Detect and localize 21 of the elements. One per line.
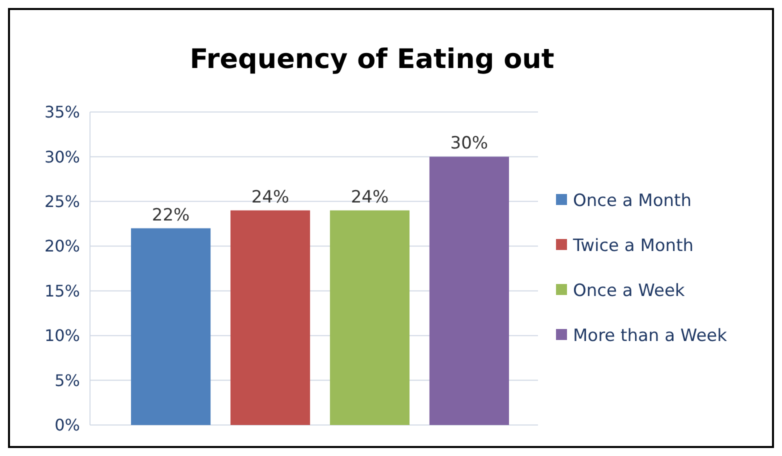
- legend-label: Once a Month: [573, 190, 692, 211]
- y-tick-label: 10%: [44, 326, 80, 346]
- y-tick-label: 15%: [44, 281, 80, 300]
- y-tick-label: 25%: [44, 192, 80, 212]
- bar: [330, 210, 410, 425]
- y-tick-label: 30%: [44, 147, 80, 166]
- data-label: 30%: [450, 134, 488, 154]
- legend-label: Twice a Month: [572, 236, 694, 256]
- chart-title: Frequency of Eating out: [190, 44, 554, 75]
- legend-label: More than a Week: [573, 326, 728, 346]
- y-tick-label: 5%: [54, 370, 80, 390]
- bar: [429, 156, 509, 425]
- y-tick-label: 20%: [44, 236, 80, 256]
- y-tick-label: 0%: [54, 416, 80, 435]
- data-label: 24%: [251, 187, 290, 208]
- legend-label: Once a Week: [573, 280, 685, 301]
- data-label: 22%: [152, 205, 190, 226]
- bar: [230, 210, 310, 425]
- bar: [131, 228, 211, 425]
- data-label: 24%: [350, 187, 389, 208]
- y-tick-label: 35%: [44, 102, 80, 122]
